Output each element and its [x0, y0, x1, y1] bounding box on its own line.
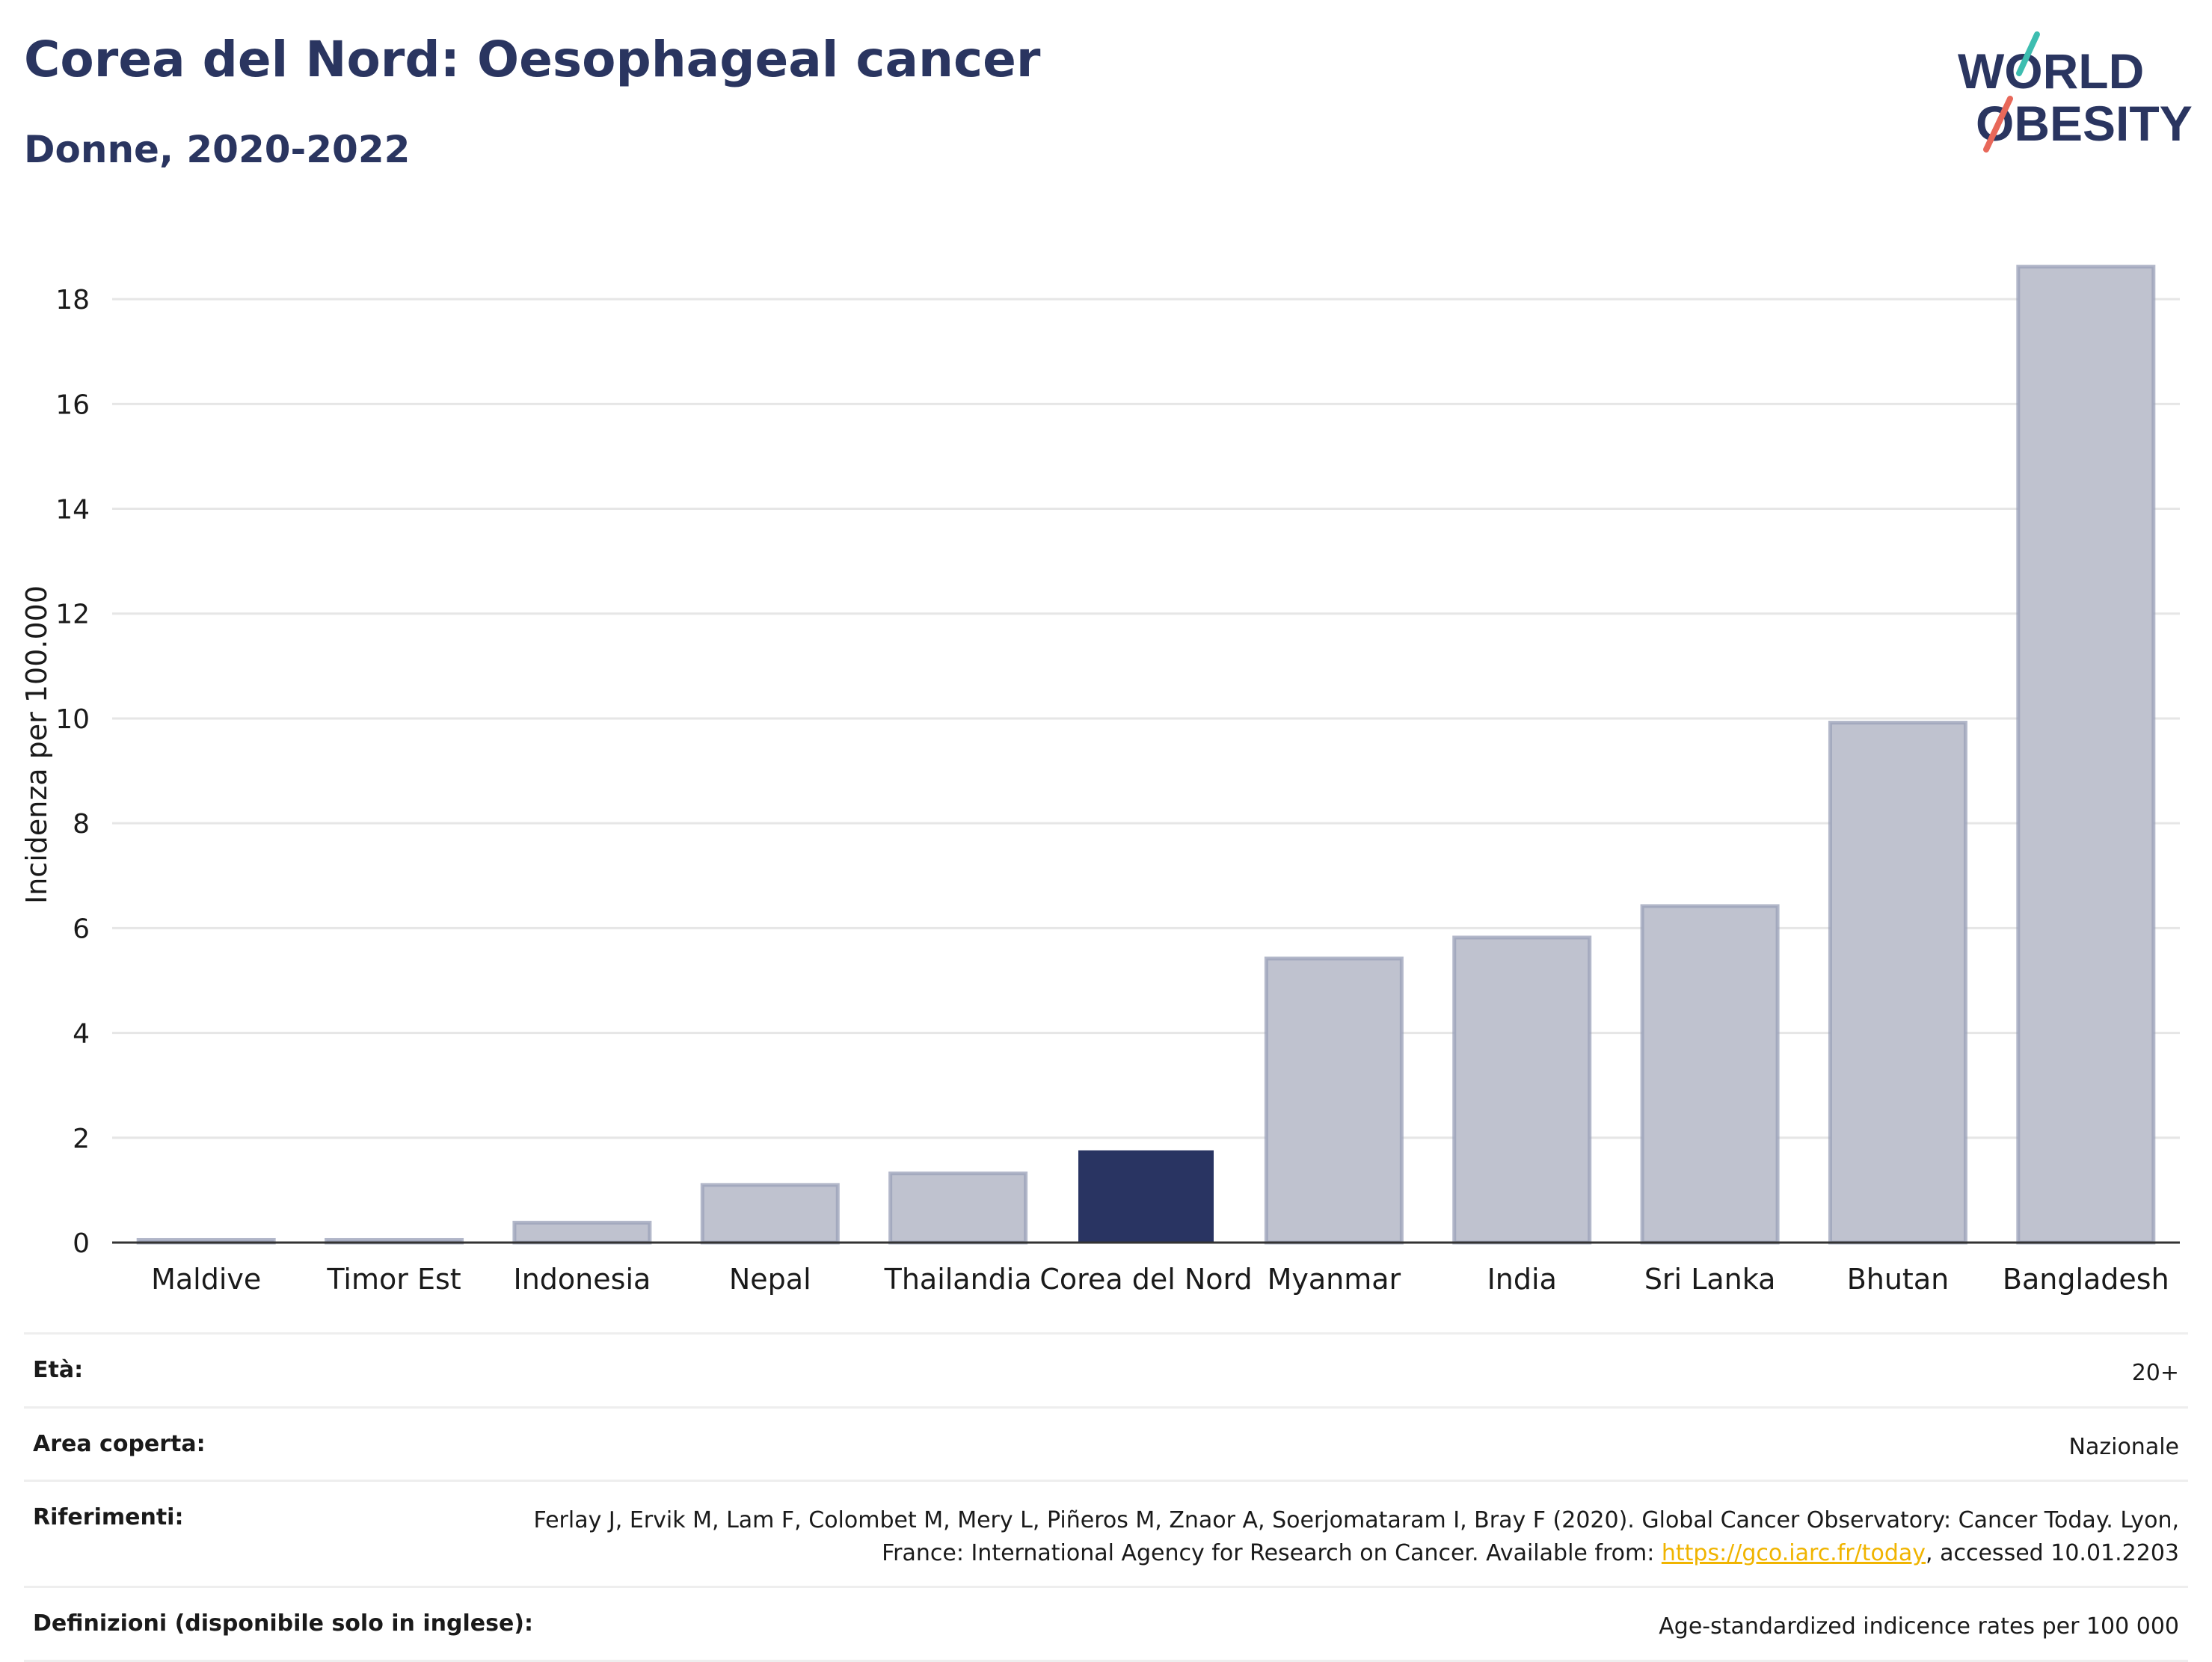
- y-tick-label: 16: [55, 390, 90, 420]
- meta-row: Riferimenti: Ferlay J, Ervik M, Lam F, Co…: [24, 1480, 2188, 1586]
- meta-row: Età: 20+: [24, 1332, 2188, 1406]
- reference-link[interactable]: https://gco.iarc.fr/today: [1661, 1539, 1926, 1566]
- meta-value: 20+: [2131, 1360, 2179, 1386]
- world-obesity-logo: WORLD OBESITY: [1958, 31, 2193, 153]
- x-tick-label: Bhutan: [1847, 1263, 1950, 1296]
- x-tick-label: Timor Est: [326, 1263, 461, 1296]
- bar-bangladesh: [2016, 265, 2156, 1245]
- x-tick-label: Nepal: [729, 1263, 811, 1296]
- y-tick-label: 2: [73, 1124, 90, 1154]
- y-tick-label: 12: [55, 600, 90, 630]
- y-tick-label: 0: [73, 1228, 90, 1259]
- bars: [136, 265, 2156, 1245]
- axes: 0 2 4 6 8 10 12 14 16 18 Maldive Timor Est Indonesia…: [55, 285, 2180, 1296]
- meta-value: Nazionale: [2068, 1433, 2179, 1460]
- x-tick-label: Bangladesh: [2003, 1263, 2169, 1296]
- x-tick-label: India: [1487, 1263, 1557, 1296]
- y-tick-label: 8: [73, 809, 90, 840]
- x-tick-label: Corea del Nord: [1039, 1263, 1252, 1296]
- x-tick-label: Sri Lanka: [1644, 1263, 1776, 1296]
- gridlines: [112, 298, 2180, 1139]
- bar-india: [1452, 935, 1592, 1245]
- reference-text: Ferlay J, Ervik M, Lam F, Colombet M, Me…: [533, 1507, 2179, 1566]
- metadata-table: Età: 20+ Area coperta: Nazionale Riferimenti…: [24, 1332, 2188, 1662]
- page-subtitle: Donne, 2020-2022: [24, 128, 411, 171]
- meta-value: Ferlay J, Ervik M, Lam F, Colombet M, Me…: [519, 1504, 2179, 1569]
- x-tick-label: Thailandia: [884, 1263, 1032, 1296]
- logo-line-1: WORLD: [1958, 43, 2144, 99]
- meta-label: Definizioni (disponibile solo in inglese…: [33, 1610, 533, 1637]
- x-tick-label: Myanmar: [1268, 1263, 1401, 1296]
- bar-indonesia: [512, 1220, 652, 1245]
- bar-myanmar: [1264, 956, 1404, 1245]
- y-tick-label: 14: [55, 495, 90, 526]
- bar-corea-del-nord: [1078, 1150, 1214, 1243]
- reference-accessed: , accessed 10.01.2203: [1926, 1539, 2179, 1566]
- y-tick-label: 4: [73, 1019, 90, 1050]
- x-tick-label: Maldive: [151, 1263, 261, 1296]
- meta-label: Riferimenti:: [33, 1504, 184, 1530]
- x-tick-label: Indonesia: [514, 1263, 651, 1296]
- logo-slash-red: [1983, 96, 2013, 153]
- y-tick-label: 6: [73, 914, 90, 944]
- y-tick-label: 10: [55, 704, 90, 735]
- bar-thailandia: [888, 1171, 1028, 1245]
- logo-line-2: OBESITY: [1976, 96, 2193, 151]
- meta-label: Età:: [33, 1357, 84, 1383]
- y-tick-label: 18: [55, 285, 90, 316]
- page-title: Corea del Nord: Oesophageal cancer: [24, 31, 1041, 88]
- y-axis-label: Incidenza per 100.000: [20, 585, 53, 904]
- meta-value: Age-standardized indicence rates per 100…: [1659, 1613, 2179, 1640]
- bar-chart: 0 2 4 6 8 10 12 14 16 18 Maldive Timor Est Indonesia…: [20, 265, 2180, 1296]
- meta-row: Definizioni (disponibile solo in inglese…: [24, 1586, 2188, 1662]
- bar-sri-lanka: [1640, 904, 1780, 1245]
- logo-slash-teal: [2016, 31, 2040, 76]
- meta-row: Area coperta: Nazionale: [24, 1406, 2188, 1480]
- meta-label: Area coperta:: [33, 1430, 206, 1457]
- bar-nepal: [700, 1183, 840, 1245]
- bar-bhutan: [1828, 721, 1967, 1245]
